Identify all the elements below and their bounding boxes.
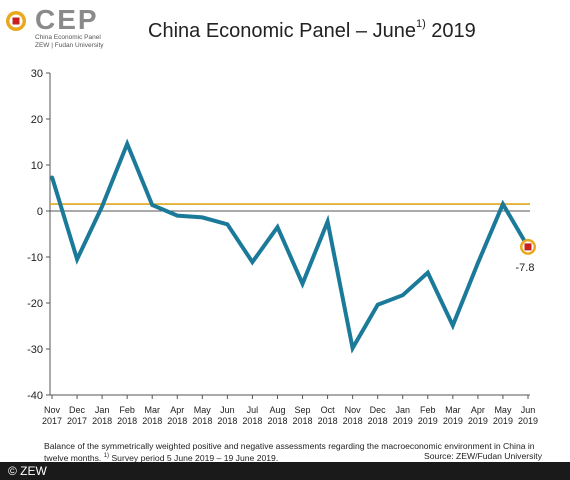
- data-point: [100, 204, 104, 208]
- x-tick-label-month: Jun: [220, 405, 235, 415]
- x-tick-label-year: 2018: [217, 416, 237, 426]
- x-tick-label-month: Oct: [321, 405, 336, 415]
- x-tick-label-month: May: [494, 405, 512, 415]
- data-point: [225, 222, 229, 226]
- data-point: [501, 202, 505, 206]
- data-point: [75, 257, 79, 261]
- data-point: [301, 282, 305, 286]
- source-note: Source: ZEW/Fudan University: [424, 451, 542, 461]
- x-tick-label-year: 2019: [393, 416, 413, 426]
- survey-period: Survey period 5 June 2019 – 19 June 2019…: [111, 452, 279, 463]
- x-tick-label-year: 2019: [443, 416, 463, 426]
- x-tick-label-month: Mar: [144, 405, 160, 415]
- x-tick-label-year: 2019: [518, 416, 538, 426]
- data-point: [150, 203, 154, 207]
- x-tick-label-year: 2018: [343, 416, 363, 426]
- data-point: [50, 175, 54, 179]
- data-point: [401, 293, 405, 297]
- chart-title-footnote-marker: 1): [415, 18, 426, 30]
- x-tick-label-year: 2019: [493, 416, 513, 426]
- x-tick-label-month: Nov: [44, 405, 61, 415]
- x-tick-label-year: 2018: [117, 416, 137, 426]
- x-tick-label-month: Nov: [345, 405, 362, 415]
- x-tick-label-year: 2018: [242, 416, 262, 426]
- chart-title: China Economic Panel – June1) 2019: [148, 18, 476, 43]
- line-chart: 3020100-10-20-30-40Nov2017Dec2017Jan2018…: [27, 68, 538, 426]
- x-tick-label-month: Mar: [445, 405, 461, 415]
- logo-subtitle-2: ZEW | Fudan University: [35, 42, 104, 49]
- x-tick-label-month: May: [194, 405, 212, 415]
- data-point: [250, 260, 254, 264]
- x-tick-label-year: 2018: [167, 416, 187, 426]
- x-tick-label-month: Apr: [170, 405, 184, 415]
- last-value-label: -7.8: [516, 262, 535, 274]
- x-tick-label-year: 2019: [468, 416, 488, 426]
- data-point: [351, 346, 355, 350]
- x-tick-label-year: 2018: [318, 416, 338, 426]
- logo-subtitle-1: China Economic Panel: [35, 34, 101, 41]
- cep-logo: CEP China Economic Panel ZEW | Fudan Uni…: [3, 4, 123, 50]
- x-tick-label-year: 2019: [418, 416, 438, 426]
- footnote: Balance of the symmetrically weighted po…: [44, 441, 544, 463]
- x-tick-label-year: 2018: [92, 416, 112, 426]
- data-point: [376, 303, 380, 307]
- y-tick-label: -10: [27, 252, 43, 264]
- x-tick-label-year: 2018: [192, 416, 212, 426]
- last-value-marker-core: [524, 243, 532, 251]
- x-tick-label-month: Aug: [269, 405, 285, 415]
- x-tick-label-month: Dec: [69, 405, 86, 415]
- x-tick-label-month: Jun: [521, 405, 536, 415]
- series-line: [50, 138, 530, 354]
- x-tick-label-month: Jan: [395, 405, 410, 415]
- x-tick-label-year: 2017: [42, 416, 62, 426]
- x-tick-label-year: 2018: [293, 416, 313, 426]
- x-tick-label-year: 2018: [368, 416, 388, 426]
- y-tick-label: -40: [27, 390, 43, 402]
- chart-title-main: China Economic Panel – June: [148, 20, 416, 42]
- data-point: [451, 324, 455, 328]
- chart-title-year: 2019: [425, 20, 476, 42]
- cep-logo-icon: [6, 11, 26, 31]
- x-tick-label-month: Apr: [471, 405, 485, 415]
- x-tick-label-month: Feb: [119, 405, 135, 415]
- y-tick-label: 20: [31, 114, 43, 126]
- data-point: [275, 225, 279, 229]
- x-tick-label-year: 2018: [267, 416, 287, 426]
- x-tick-label-year: 2018: [142, 416, 162, 426]
- data-point: [426, 271, 430, 275]
- y-tick-label: -30: [27, 344, 43, 356]
- data-point: [125, 142, 129, 146]
- x-tick-label-year: 2017: [67, 416, 87, 426]
- data-point: [476, 261, 480, 265]
- x-tick-label-month: Jul: [247, 405, 259, 415]
- data-point: [175, 214, 179, 218]
- footnote-text: Balance of the symmetrically weighted po…: [44, 441, 535, 463]
- footnote-marker: 1): [103, 453, 110, 459]
- y-tick-label: 0: [37, 206, 43, 218]
- x-tick-label-month: Feb: [420, 405, 436, 415]
- y-tick-label: 30: [31, 68, 43, 80]
- x-tick-label-month: Sep: [295, 405, 311, 415]
- logo-text: CEP: [35, 4, 99, 35]
- data-point: [200, 215, 204, 219]
- y-tick-label: 10: [31, 160, 43, 172]
- x-tick-label-month: Dec: [370, 405, 387, 415]
- y-tick-label: -20: [27, 298, 43, 310]
- x-tick-label-month: Jan: [95, 405, 110, 415]
- data-point: [326, 220, 330, 224]
- copyright-bar: © ZEW: [0, 462, 570, 480]
